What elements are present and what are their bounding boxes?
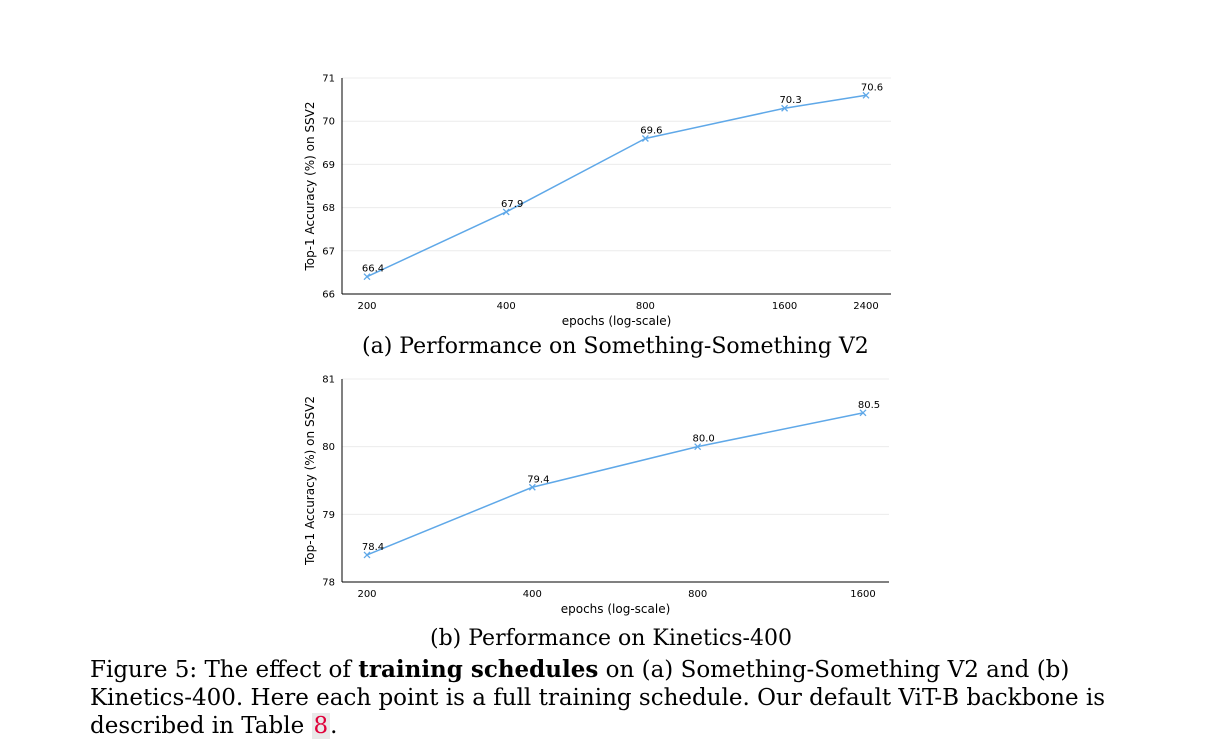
table-ref-link[interactable]: 8 — [311, 713, 331, 739]
y-tick-label: 70 — [322, 117, 335, 128]
y-tick-label: 66 — [322, 290, 335, 301]
data-label: 67.9 — [501, 199, 523, 210]
data-label: 66.4 — [362, 264, 384, 275]
marker-stroke — [862, 91, 870, 99]
marker-stroke — [363, 273, 371, 281]
marker-stroke — [363, 551, 371, 559]
x-tick-label: 1600 — [772, 301, 797, 312]
series-line — [366, 412, 864, 556]
y-tick-label: 67 — [322, 246, 335, 257]
subcaption-b: (b) Performance on Kinetics-400 — [430, 626, 792, 651]
x-tick-label: 200 — [357, 301, 376, 312]
data-point-marker — [641, 135, 649, 142]
data-point-marker — [859, 409, 867, 417]
x-axis-label: epochs (log-scale) — [561, 602, 671, 616]
y-tick-label: 80 — [322, 442, 335, 453]
data-point-marker — [528, 483, 536, 491]
marker-stroke — [641, 135, 649, 142]
chart-b-kinetics: 78 79 80 81 200 400 800 1600 epochs (log-scale) T… — [303, 375, 889, 616]
marker-stroke — [528, 483, 536, 491]
caption-prefix: Figure 5: The effect of — [90, 657, 359, 683]
y-axis-label: Top-1 Accuracy (%) on SSV2 — [303, 101, 317, 271]
marker-stroke — [781, 104, 789, 112]
series-line — [366, 94, 867, 278]
data-point-marker — [502, 208, 510, 216]
subcaption-a: (a) Performance on Something-Something V… — [362, 334, 869, 359]
data-label: 70.6 — [861, 82, 883, 93]
chart-a-ssv2: 66 67 68 69 70 71 200 400 800 1600 2400 epochs (log… — [303, 74, 891, 328]
x-tick-label: 2400 — [853, 301, 878, 312]
data-label: 80.0 — [693, 434, 715, 445]
x-tick-label: 200 — [357, 589, 376, 600]
data-label: 79.4 — [527, 474, 549, 485]
y-tick-label: 79 — [322, 510, 335, 521]
caption-end: . — [330, 713, 338, 739]
data-label: 80.5 — [858, 400, 880, 411]
data-point-marker — [781, 104, 789, 112]
x-tick-label: 800 — [636, 301, 655, 312]
y-tick-label: 81 — [322, 375, 335, 386]
data-label: 69.6 — [640, 125, 662, 136]
x-tick-label: 1600 — [850, 589, 875, 600]
x-tick-label: 400 — [497, 301, 516, 312]
data-point-marker — [363, 273, 371, 281]
caption-bold: training schedules — [358, 656, 599, 683]
y-tick-label: 69 — [322, 160, 335, 171]
x-axis-label: epochs (log-scale) — [562, 314, 672, 328]
marker-stroke — [502, 208, 510, 216]
x-tick-label: 800 — [688, 589, 707, 600]
data-label: 78.4 — [362, 542, 384, 553]
marker-stroke — [859, 409, 867, 417]
data-point-marker — [862, 91, 870, 99]
data-point-marker — [694, 443, 702, 451]
y-axis-label: Top-1 Accuracy (%) on SSV2 — [303, 396, 317, 566]
y-tick-label: 71 — [322, 74, 335, 85]
x-tick-label: 400 — [523, 589, 542, 600]
y-tick-label: 78 — [322, 578, 335, 589]
data-label: 70.3 — [779, 95, 801, 106]
data-point-marker — [363, 551, 371, 559]
y-tick-label: 68 — [322, 203, 335, 214]
marker-stroke — [694, 443, 702, 451]
figure-caption: Figure 5: The effect of training schedul… — [90, 656, 1130, 740]
